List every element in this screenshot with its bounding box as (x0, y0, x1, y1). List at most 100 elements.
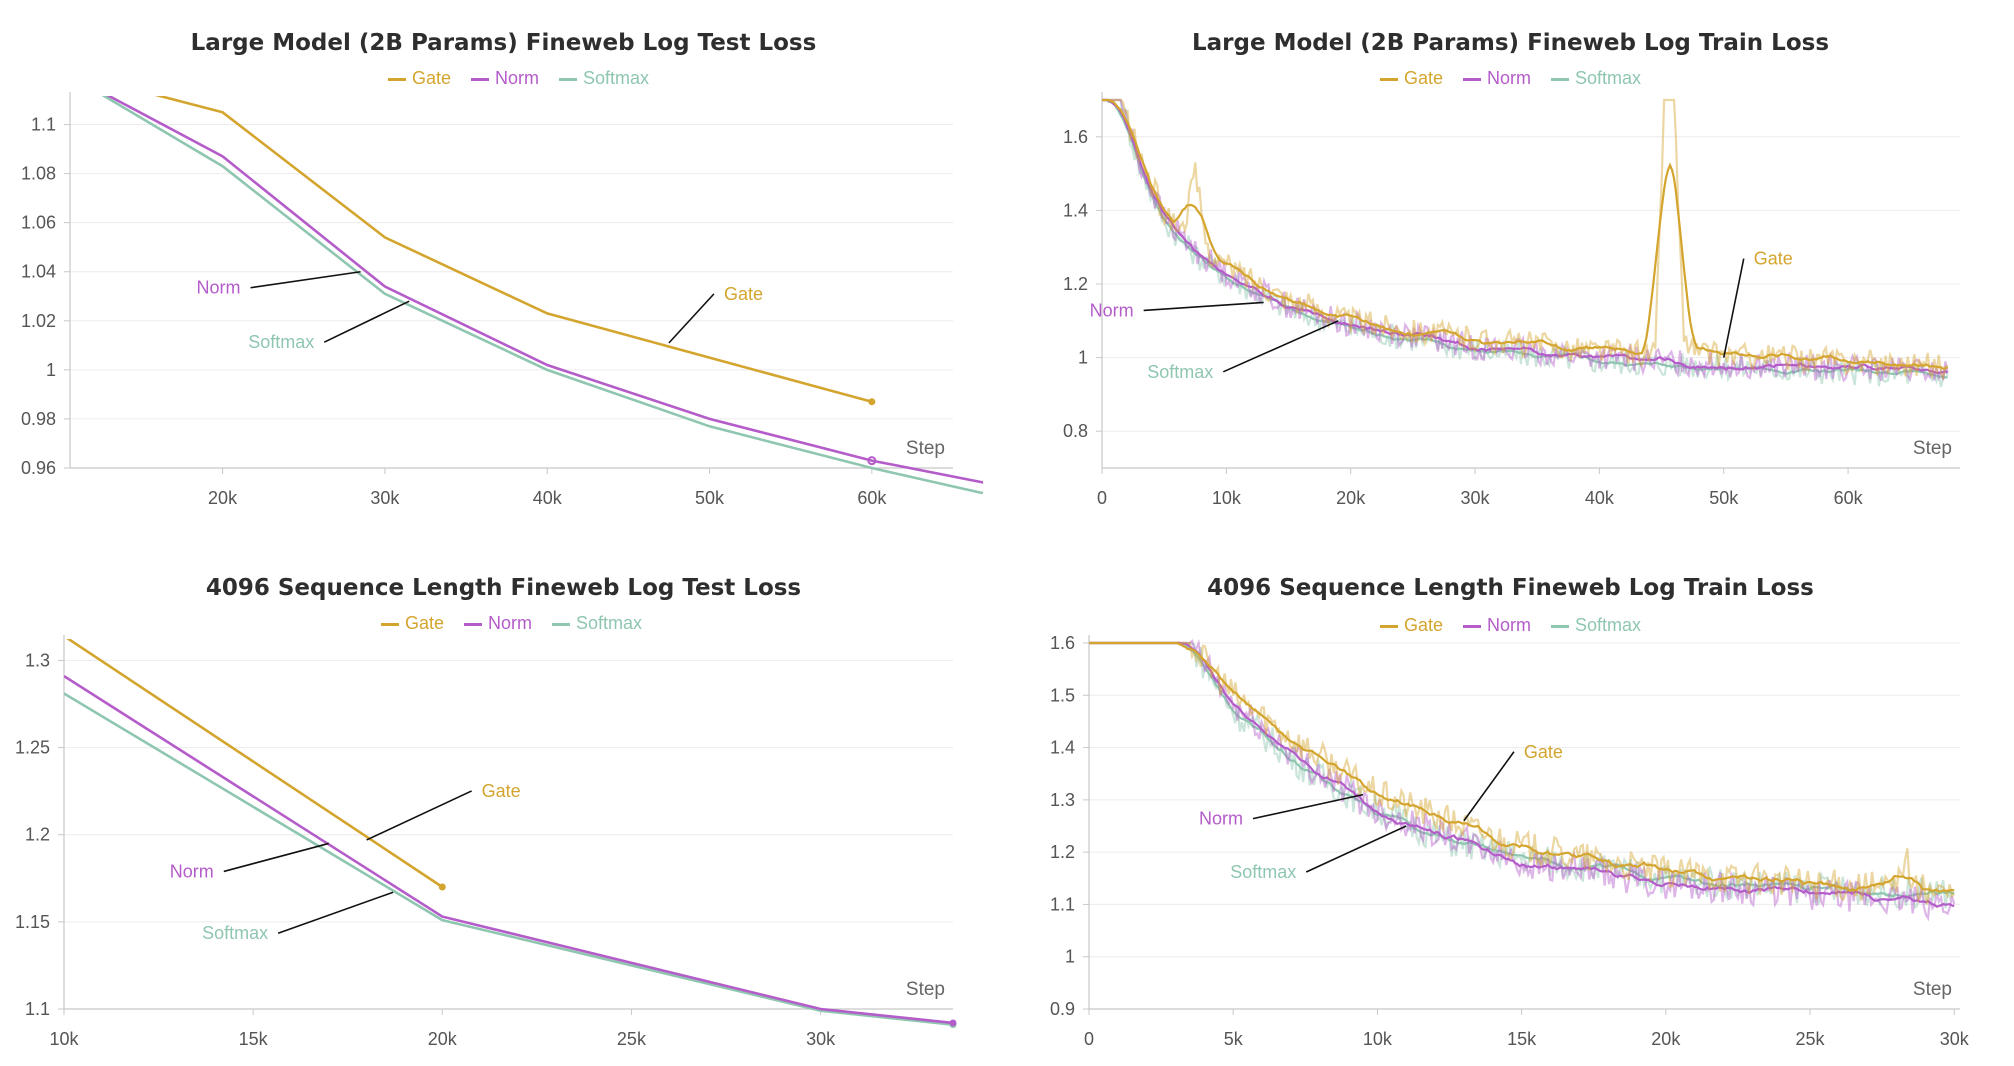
annotation-label-gate: Gate (724, 284, 763, 304)
x-tick-label: 15k (239, 1029, 269, 1049)
annotation-leader (366, 790, 472, 841)
annotation-label-softmax: Softmax (202, 923, 268, 943)
x-tick-label: 0 (1097, 488, 1107, 508)
x-tick-label: 20k (208, 488, 238, 508)
series-group (1102, 98, 1949, 388)
legend-item-norm[interactable]: Norm (471, 68, 539, 89)
panel-seq-train-loss: 4096 Sequence Length Fineweb Log Train L… (1007, 533, 2014, 1066)
annotation-label-softmax: Softmax (248, 332, 314, 352)
annotation-label-norm: Norm (1090, 300, 1134, 320)
annotation-leader (1222, 320, 1339, 373)
chart-plot: 0.96 0.98 1 1.02 1.04 1.06 1.08 1.1 20k 30k 40k 50k… (21, 92, 983, 508)
legend-swatch (1551, 624, 1569, 628)
x-tick-label: 40k (1585, 488, 1615, 508)
legend-swatch (552, 622, 570, 626)
annotation-label-gate: Gate (1524, 742, 1563, 762)
legend-item-norm[interactable]: Norm (464, 613, 532, 634)
y-tick-label: 1 (1065, 947, 1075, 967)
x-tick-label: 40k (533, 488, 563, 508)
y-tick-label: 1.6 (1063, 127, 1088, 147)
x-tick-label: 10k (1363, 1029, 1393, 1049)
y-tick-label: 0.96 (21, 458, 56, 478)
legend-item-norm[interactable]: Norm (1463, 615, 1531, 636)
legend-label: Gate (404, 613, 444, 633)
series-line-norm (1089, 641, 1955, 908)
annotation-leader (1252, 793, 1364, 820)
legend-item-softmax[interactable]: Softmax (1551, 68, 1641, 89)
annotation-label-gate: Gate (1754, 249, 1793, 269)
annotation-label-norm: Norm (197, 278, 241, 298)
x-tick-label: 25k (1796, 1029, 1826, 1049)
x-axis-label: Step (906, 979, 945, 1000)
chart-title: 4096 Sequence Length Fineweb Log Test Lo… (205, 575, 802, 601)
x-tick-label: 25k (617, 1029, 647, 1049)
y-tick-label: 0.8 (1063, 421, 1088, 441)
x-axis-label: Step (906, 438, 945, 459)
x-tick-label: 15k (1507, 1029, 1537, 1049)
x-tick-label: 20k (1336, 488, 1366, 508)
y-tick-label: 1.06 (21, 213, 56, 233)
chart-legend: Gate Norm Softmax (0, 68, 1007, 89)
y-tick-label: 1.2 (1050, 842, 1075, 862)
annotation-leader (1722, 258, 1745, 358)
series-line-gate (66, 639, 444, 889)
chart-plot: 0.8 1 1.2 1.4 1.6 0 10k 20k 30k 40k 50k 60k Step Norm… (1063, 92, 1960, 508)
x-axis-label: Step (1913, 979, 1952, 1000)
legend-item-gate[interactable]: Gate (387, 68, 451, 89)
annotation-leader (1463, 751, 1515, 822)
series-end-marker (868, 398, 876, 406)
legend-item-softmax[interactable]: Softmax (552, 613, 642, 634)
x-tick-label: 30k (1461, 488, 1491, 508)
series-line-softmax (101, 96, 983, 494)
annotation-leader (277, 891, 394, 934)
legend-item-gate[interactable]: Gate (1379, 615, 1443, 636)
y-tick-label: 1.3 (1050, 790, 1075, 810)
series-line-softmax (1089, 641, 1955, 899)
legend-swatch (1463, 624, 1481, 628)
legend-item-norm[interactable]: Norm (1463, 68, 1531, 89)
chart-legend: Gate Norm Softmax (1007, 615, 2014, 636)
legend-item-gate[interactable]: Gate (1379, 68, 1443, 89)
chart-title: Large Model (2B Params) Fineweb Log Test… (190, 30, 817, 56)
series-group (101, 96, 983, 494)
legend-label: Norm (1487, 615, 1531, 635)
y-tick-label: 1.2 (25, 825, 50, 845)
legend-swatch (387, 77, 406, 81)
x-tick-label: 30k (806, 1029, 836, 1049)
legend-item-gate[interactable]: Gate (380, 613, 444, 634)
y-tick-label: 1.4 (1063, 200, 1088, 220)
y-tick-label: 1 (1078, 348, 1088, 368)
panel-seq-test-loss: 4096 Sequence Length Fineweb Log Test Lo… (0, 533, 1007, 1066)
series-line-norm-raw (1089, 639, 1956, 922)
x-tick-label: 50k (695, 488, 725, 508)
legend-swatch (1379, 77, 1398, 81)
panel-large-test-loss: Large Model (2B Params) Fineweb Log Test… (0, 0, 1007, 533)
legend-label: Gate (411, 68, 451, 88)
chart-title: 4096 Sequence Length Fineweb Log Train L… (1207, 575, 1814, 601)
series-line-norm-raw (1102, 98, 1949, 383)
series-line-norm (106, 96, 983, 484)
legend-label: Softmax (576, 613, 643, 633)
legend-swatch (559, 77, 577, 81)
series-group (1089, 639, 1956, 922)
legend-item-softmax[interactable]: Softmax (1551, 615, 1641, 636)
y-tick-label: 1.3 (25, 650, 50, 670)
y-tick-label: 1.2 (1063, 274, 1088, 294)
series-end-marker (949, 1019, 957, 1027)
x-tick-label: 20k (428, 1029, 458, 1049)
y-tick-label: 1.02 (21, 311, 56, 331)
panel-large-train-loss: Large Model (2B Params) Fineweb Log Trai… (1007, 0, 2014, 533)
legend-label: Softmax (1575, 615, 1642, 635)
y-tick-label: 1.6 (1050, 633, 1075, 653)
series-end-marker (867, 456, 877, 466)
series-line-softmax (64, 692, 954, 1026)
annotation-leader (323, 300, 410, 343)
annotation-leader (250, 270, 361, 289)
annotation-label-gate: Gate (482, 781, 521, 801)
x-tick-label: 0 (1084, 1029, 1094, 1049)
legend-label: Gate (1403, 68, 1443, 88)
x-tick-label: 10k (1212, 488, 1242, 508)
x-tick-label: 30k (370, 488, 400, 508)
legend-item-softmax[interactable]: Softmax (559, 68, 649, 89)
series-line-gate-raw (1102, 98, 1949, 381)
